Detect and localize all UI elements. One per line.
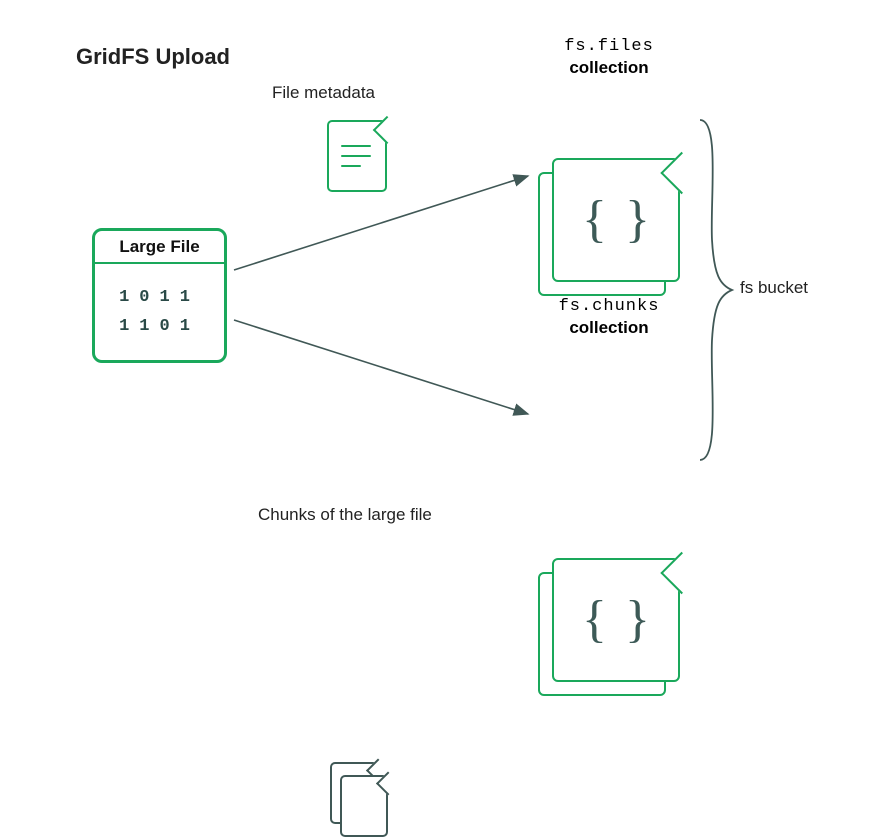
chunks-label: Chunks of the large file <box>258 505 432 525</box>
binary-row-1: 1011 <box>119 288 200 307</box>
brace-open-icon: { <box>582 594 607 646</box>
large-file-node: Large File 1011 1101 <box>92 228 227 363</box>
large-file-header: Large File <box>95 231 224 264</box>
brace-close-icon: } <box>625 594 650 646</box>
bucket-label: fs bucket <box>740 278 808 298</box>
files-collection-icon: { } <box>538 158 678 298</box>
files-code-label: fs.files <box>534 36 684 57</box>
metadata-file-icon <box>327 120 387 192</box>
files-bold-label: collection <box>534 57 684 78</box>
chunks-files-icon <box>330 762 388 837</box>
binary-row-2: 1101 <box>119 317 200 336</box>
arrow-to-chunks <box>234 320 528 414</box>
brace-open-icon: { <box>582 194 607 246</box>
brace-close-icon: } <box>625 194 650 246</box>
chunks-collection-icon: { } <box>538 558 678 698</box>
files-collection-label: fs.files collection <box>534 36 684 79</box>
diagram-canvas: GridFS Upload File metadata Large File 1… <box>0 0 886 599</box>
chunks-collection-label: fs.chunks collection <box>534 296 684 339</box>
chunks-code-label: fs.chunks <box>534 296 684 317</box>
bucket-brace <box>700 120 732 460</box>
metadata-label: File metadata <box>272 83 375 103</box>
diagram-title: GridFS Upload <box>76 44 230 70</box>
large-file-body: 1011 1101 <box>95 264 224 360</box>
chunks-bold-label: collection <box>534 317 684 338</box>
